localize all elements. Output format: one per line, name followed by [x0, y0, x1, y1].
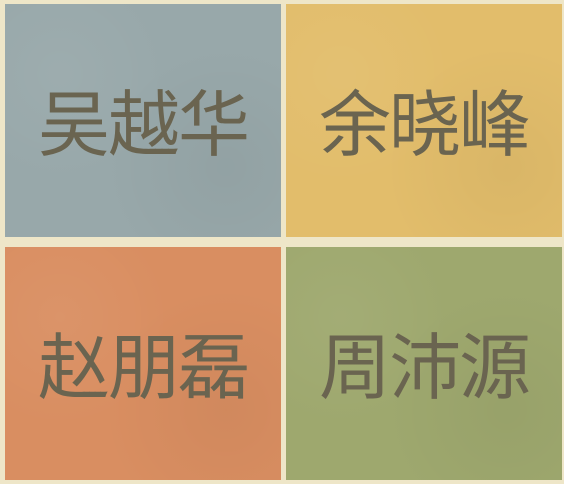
name-tile-2[interactable]: 余晓峰 [286, 4, 562, 237]
name-tile-1[interactable]: 吴越华 [5, 4, 281, 237]
name-label-3: 赵朋磊 [37, 325, 250, 410]
name-tile-3[interactable]: 赵朋磊 [5, 247, 281, 480]
name-label-2: 余晓峰 [318, 82, 531, 167]
name-label-4: 周沛源 [318, 325, 531, 410]
name-tile-4[interactable]: 周沛源 [286, 247, 562, 480]
name-label-1: 吴越华 [37, 82, 250, 167]
